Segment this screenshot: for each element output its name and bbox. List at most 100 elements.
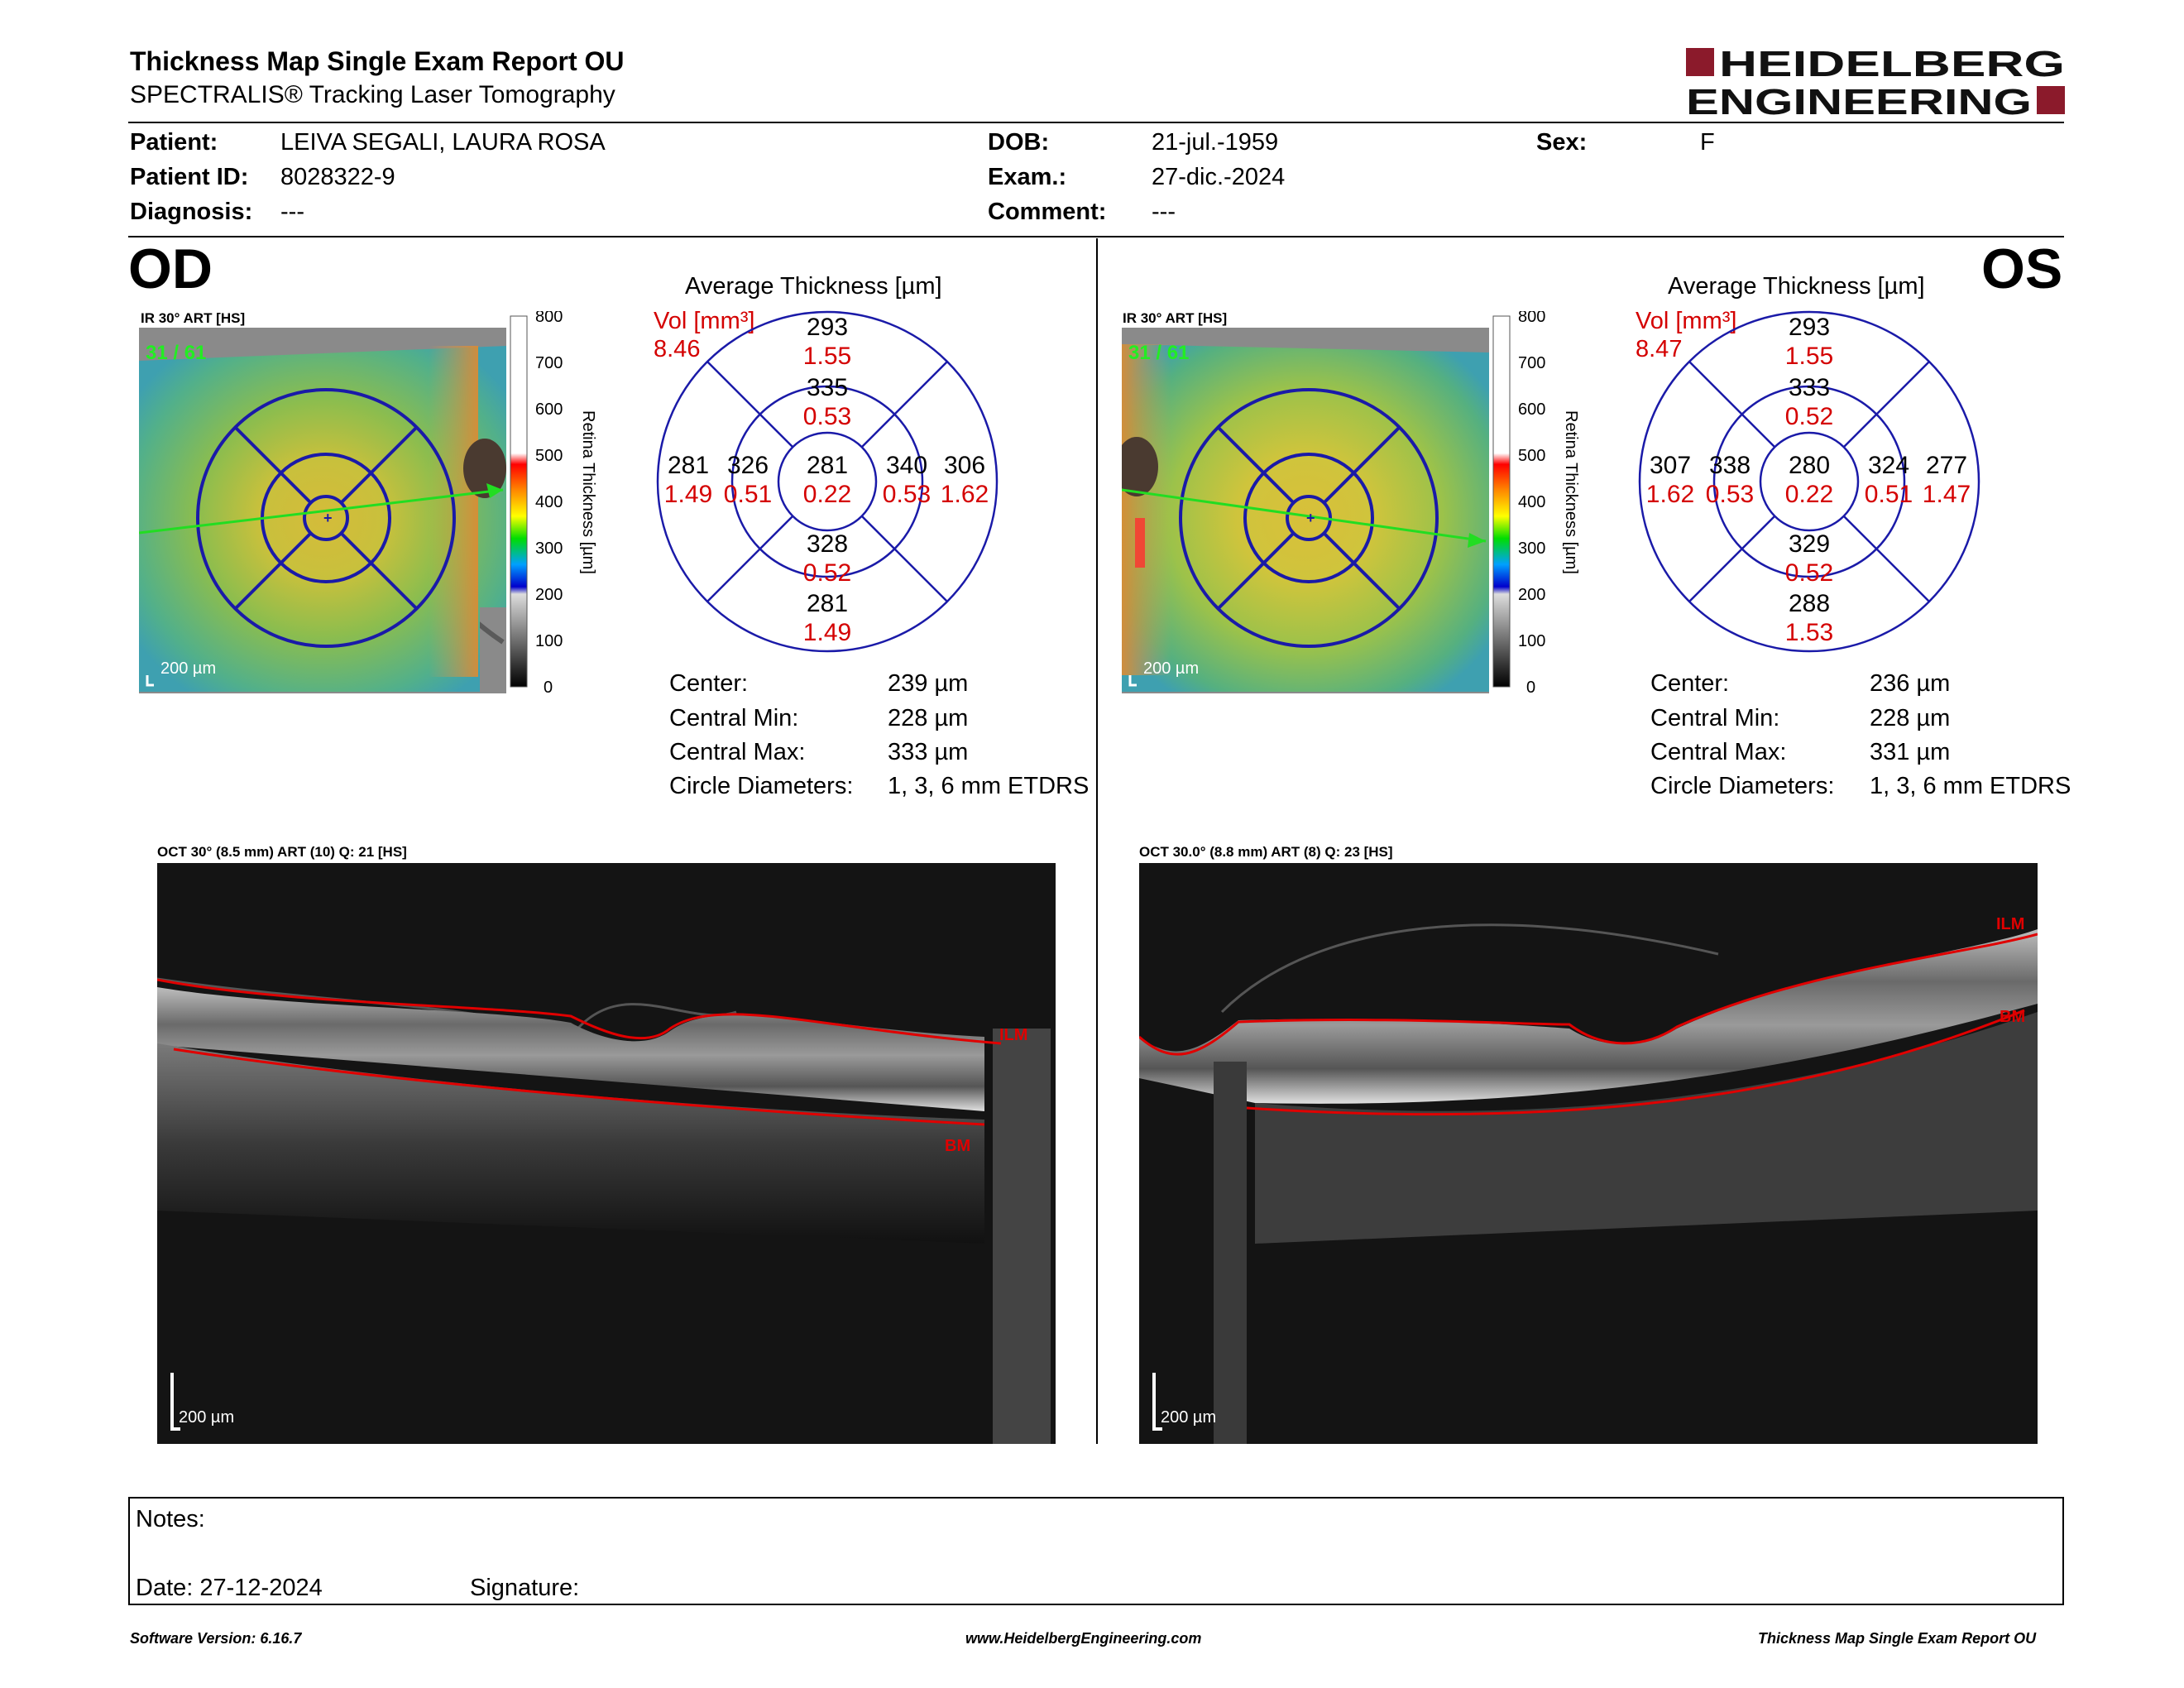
os-optic-disc <box>1122 437 1158 496</box>
signature-label: Signature: <box>470 1575 580 1601</box>
os-scale-tick-700: 700 <box>1518 354 1545 372</box>
od-scale-tick-400: 400 <box>535 493 563 511</box>
os-etdrs-chart: 293 1.55 333 0.52 307 1.62 338 0.53 280 … <box>1638 310 1980 653</box>
os-stat-min-value: 228 µm <box>1870 705 1951 731</box>
footer-report: Thickness Map Single Exam Report OU <box>1758 1630 2037 1647</box>
os-ilm-line <box>1139 933 2038 1056</box>
os-stat-center-value: 236 µm <box>1870 670 1951 697</box>
report-subtitle: SPECTRALIS® Tracking Laser Tomography <box>130 81 615 108</box>
od-oct-label: OCT 30° (8.5 mm) ART (10) Q: 21 [HS] <box>157 844 407 860</box>
os-scale-tick-200: 200 <box>1518 586 1545 604</box>
logo-square-top <box>1686 48 1714 76</box>
os-inner-left-thickness: 338 <box>1709 452 1751 479</box>
os-outer-sup-thickness: 293 <box>1789 314 1830 341</box>
os-outer-inf-thickness: 288 <box>1789 590 1830 617</box>
os-stat-min-label: Central Min: <box>1650 705 1780 731</box>
os-inner-sup-thickness: 333 <box>1789 374 1830 401</box>
od-frame-counter: 31 / 61 <box>146 342 206 364</box>
od-inner-inf-thickness: 328 <box>807 530 848 558</box>
od-outer-left-thickness: 281 <box>668 452 709 479</box>
od-outer-sup-volume: 1.55 <box>803 343 851 370</box>
comment-value: --- <box>1152 199 1176 225</box>
os-oct-scale-bar-icon <box>1152 1373 1162 1431</box>
os-frame-counter: 31 / 61 <box>1128 342 1189 364</box>
patient-id-value: 8028322-9 <box>280 164 395 190</box>
os-scale-tick-400: 400 <box>1518 493 1545 511</box>
os-scale-bar-icon <box>1128 675 1137 687</box>
od-ilm-line <box>157 978 1002 1045</box>
od-outer-left-volume: 1.49 <box>664 481 712 508</box>
od-ir-label: IR 30° ART [HS] <box>141 310 246 326</box>
exam-value: 27-dic.-2024 <box>1152 164 1286 190</box>
comment-label: Comment: <box>988 199 1107 225</box>
os-stat-center-label: Center: <box>1650 670 1730 697</box>
od-optic-disc <box>463 439 506 498</box>
os-scale-tick-500: 500 <box>1518 447 1545 465</box>
od-scale-tick-0: 0 <box>544 679 553 697</box>
od-scale-tick-200: 200 <box>535 586 563 604</box>
sex-value: F <box>1700 129 1715 156</box>
os-scale-tick-300: 300 <box>1518 539 1545 558</box>
od-stat-center-label: Center: <box>669 670 749 697</box>
od-thickness-map: + 31 / 61 200 µm <box>139 328 506 693</box>
os-ir-label: IR 30° ART [HS] <box>1123 310 1228 326</box>
os-center-thickness: 280 <box>1789 452 1830 479</box>
os-oct-scalebar-label: 200 µm <box>1161 1408 1216 1427</box>
os-inner-inf-thickness: 329 <box>1789 530 1830 558</box>
os-scale-tick-600: 600 <box>1518 400 1545 419</box>
os-inner-right-volume: 0.51 <box>1865 481 1913 508</box>
os-inner-right-thickness: 324 <box>1868 452 1909 479</box>
od-inner-sup-volume: 0.53 <box>803 403 851 430</box>
os-outer-inf-volume: 1.53 <box>1785 619 1833 646</box>
patient-label: Patient: <box>130 129 218 156</box>
os-oct-label: OCT 30.0° (8.8 mm) ART (8) Q: 23 [HS] <box>1139 844 1393 860</box>
os-inner-sup-volume: 0.52 <box>1785 403 1833 430</box>
od-stat-diam-value: 1, 3, 6 mm ETDRS <box>888 773 1090 799</box>
os-scale-tick-100: 100 <box>1518 632 1545 650</box>
os-outer-left-thickness: 307 <box>1650 452 1691 479</box>
exam-label: Exam.: <box>988 164 1067 190</box>
os-center-volume: 0.22 <box>1785 481 1833 508</box>
od-scale-bar-icon <box>146 675 154 687</box>
patient-divider <box>128 236 2064 237</box>
od-scale-tick-600: 600 <box>535 400 563 419</box>
notes-label: Notes: <box>136 1506 205 1532</box>
od-color-scale: 800 700 600 500 400 300 200 100 0 Retina… <box>510 311 597 697</box>
os-vol-value: 8.47 <box>1636 336 1683 362</box>
os-scan-arrow <box>1468 533 1486 548</box>
od-bm-line <box>173 1048 985 1126</box>
os-vol-label: Vol [mm³] <box>1636 308 1737 334</box>
os-outer-right-volume: 1.47 <box>1923 481 1971 508</box>
od-scale-tick-300: 300 <box>535 539 563 558</box>
od-inner-left-volume: 0.51 <box>724 481 772 508</box>
patient-value: LEIVA SEGALI, LAURA ROSA <box>280 129 606 156</box>
od-oct-bscan: ILM BM 200 µm <box>157 863 1056 1444</box>
od-scale-tick-100: 100 <box>535 632 563 650</box>
od-stat-max-value: 333 µm <box>888 739 969 765</box>
logo-line2: ENGINEERING <box>1686 82 2032 119</box>
od-outer-right-volume: 1.62 <box>941 481 989 508</box>
od-inner-left-thickness: 326 <box>727 452 769 479</box>
od-inner-right-volume: 0.53 <box>883 481 931 508</box>
os-outer-sup-volume: 1.55 <box>1785 343 1833 370</box>
footer-url[interactable]: www.HeidelbergEngineering.com <box>965 1630 1202 1647</box>
od-center-thickness: 281 <box>807 452 848 479</box>
os-avg-title: Average Thickness [µm] <box>1668 273 1925 300</box>
header-divider <box>128 122 2064 123</box>
od-outer-sup-thickness: 293 <box>807 314 848 341</box>
diagnosis-value: --- <box>280 199 304 225</box>
od-center-volume: 0.22 <box>803 481 851 508</box>
notes-box <box>128 1497 2064 1605</box>
logo-line1: HEIDELBERG <box>1719 45 2065 84</box>
eye-divider <box>1096 238 1098 1444</box>
od-stat-center-value: 239 µm <box>888 670 969 697</box>
od-bm-label: BM <box>945 1137 970 1155</box>
od-inner-right-thickness: 340 <box>886 452 927 479</box>
os-color-scale: 800 700 600 500 400 300 200 100 0 Retina… <box>1492 311 1580 697</box>
od-scan-arrow <box>486 483 503 498</box>
os-inner-left-volume: 0.53 <box>1706 481 1754 508</box>
os-bm-label: BM <box>2000 1008 2025 1026</box>
od-stat-min-value: 228 µm <box>888 705 969 731</box>
od-etdrs-chart: 293 1.55 335 0.53 281 1.49 326 0.51 281 … <box>656 310 999 653</box>
od-scalebar-label: 200 µm <box>160 659 216 678</box>
